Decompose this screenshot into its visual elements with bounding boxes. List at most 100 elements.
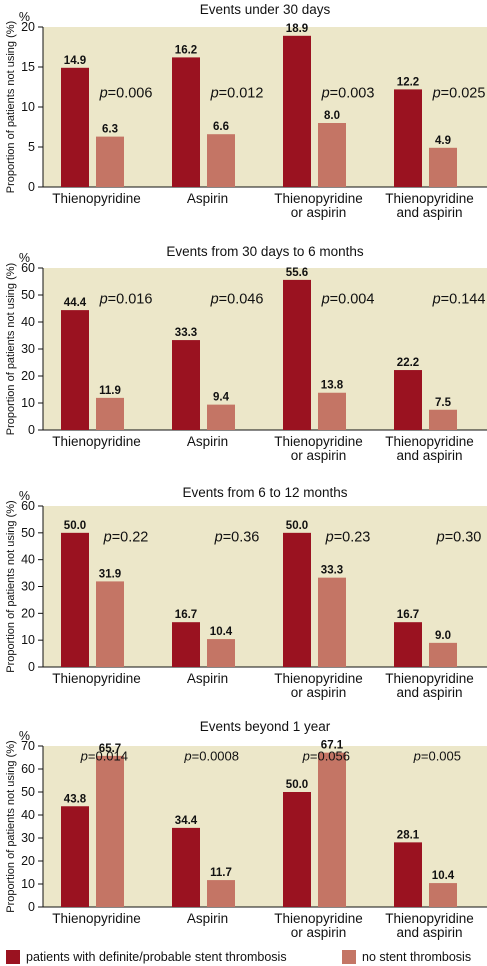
p-value-annotation: p=0.014 <box>80 748 128 763</box>
bar-stent-thrombosis <box>394 842 422 907</box>
data-label-stent-thrombosis: 16.2 <box>175 44 197 56</box>
bar-no-stent-thrombosis <box>207 880 235 907</box>
p-value-number: =0.144 <box>441 292 486 308</box>
bar-stent-thrombosis <box>172 340 200 430</box>
bar-no-stent-thrombosis <box>207 404 235 430</box>
legend-label-no-stent-thrombosis: no stent thrombosis <box>362 950 472 964</box>
y-axis-label: Proportion of patients not using (%) <box>5 21 17 193</box>
p-value-annotation: p=0.006 <box>99 85 153 101</box>
y-tick-label: 50 <box>21 785 35 799</box>
legend: patients with definite/probable stent th… <box>0 948 487 966</box>
p-value-number: =0.016 <box>108 292 153 308</box>
y-tick-label: 10 <box>21 633 35 647</box>
y-tick-label: 30 <box>21 342 35 356</box>
y-tick-label: 20 <box>21 20 35 34</box>
p-value-annotation: p=0.30 <box>436 529 482 545</box>
p-value-annotation: p=0.016 <box>99 292 153 308</box>
p-value-number: =0.23 <box>334 529 371 545</box>
p-value-symbol: p <box>321 292 330 308</box>
data-label-stent-thrombosis: 55.6 <box>286 267 308 279</box>
y-tick-label: 0 <box>28 900 35 914</box>
bar-no-stent-thrombosis <box>318 123 346 187</box>
x-tick-label-line: Thienopyridine <box>274 191 363 206</box>
y-axis-label: Proportion of patients not using (%) <box>5 500 17 672</box>
data-label-no-stent-thrombosis: 13.8 <box>321 380 344 392</box>
p-value-symbol: p <box>436 529 445 545</box>
y-tick-label: 30 <box>21 831 35 845</box>
y-tick-label: 10 <box>21 100 35 114</box>
p-value-annotation: p=0.046 <box>210 292 264 308</box>
p-value-symbol: p <box>432 292 441 308</box>
bar-no-stent-thrombosis <box>207 134 235 187</box>
data-label-stent-thrombosis: 16.7 <box>175 609 197 621</box>
x-tick-label-line: Thienopyridine <box>274 434 363 449</box>
x-tick-label: Thienopyridine and aspirin <box>385 191 474 220</box>
bar-no-stent-thrombosis <box>96 136 124 187</box>
y-tick-label: 15 <box>21 60 35 74</box>
y-tick-label: 40 <box>21 315 35 329</box>
bar-stent-thrombosis <box>394 89 422 187</box>
p-value-annotation: p=0.144 <box>432 292 486 308</box>
p-value-number: =0.006 <box>108 85 153 101</box>
x-tick-label-line: Aspirin <box>187 191 228 206</box>
x-tick-label: Thienopyridine or aspirin <box>274 671 363 700</box>
x-tick-label-line: Aspirin <box>187 911 228 926</box>
bar-stent-thrombosis <box>283 279 311 430</box>
x-tick-label: Aspirin <box>187 911 228 926</box>
bar-no-stent-thrombosis <box>429 883 457 907</box>
p-value-symbol: p <box>103 529 112 545</box>
data-label-stent-thrombosis: 50.0 <box>286 779 308 791</box>
y-tick-label: 40 <box>21 808 35 822</box>
data-label-stent-thrombosis: 50.0 <box>286 520 308 532</box>
chart-panel-1: Events under 30 days%Proportion of patie… <box>5 2 487 220</box>
p-value-annotation: p=0.056 <box>302 748 350 763</box>
chart-panel-3: Events from 6 to 12 months%Proportion of… <box>5 485 487 700</box>
p-value-number: =0.005 <box>421 748 461 763</box>
p-value-symbol: p <box>99 85 108 101</box>
x-tick-label-line: Thienopyridine <box>274 911 363 926</box>
bar-stent-thrombosis <box>283 532 311 667</box>
x-tick-label-line: or aspirin <box>291 685 347 700</box>
y-tick-label: 5 <box>28 140 35 154</box>
legend-swatch-stent-thrombosis <box>6 950 20 964</box>
data-label-stent-thrombosis: 33.3 <box>175 327 197 339</box>
p-value-annotation: p=0.025 <box>432 85 486 101</box>
p-value-annotation: p=0.005 <box>413 748 461 763</box>
p-value-annotation: p=0.23 <box>325 529 371 545</box>
p-value-number: =0.0008 <box>192 748 239 763</box>
x-tick-label: Thienopyridine and aspirin <box>385 671 474 700</box>
x-tick-label-line: Thienopyridine <box>385 191 474 206</box>
bar-stent-thrombosis <box>172 57 200 188</box>
y-tick-label: 30 <box>21 580 35 594</box>
p-value-number: =0.014 <box>88 748 128 763</box>
x-tick-label: Aspirin <box>187 671 228 686</box>
x-tick-label-line: and aspirin <box>396 205 462 220</box>
y-tick-label: 10 <box>21 877 35 891</box>
x-tick-label-line: and aspirin <box>396 925 462 940</box>
bar-no-stent-thrombosis <box>318 392 346 430</box>
y-tick-label: 60 <box>21 762 35 776</box>
chart-title: Events beyond 1 year <box>200 719 331 734</box>
data-label-stent-thrombosis: 16.7 <box>397 609 419 621</box>
y-tick-label: 50 <box>21 526 35 540</box>
x-tick-label: Aspirin <box>187 191 228 206</box>
x-tick-label: Thienopyridine or aspirin <box>274 911 363 940</box>
y-tick-label: 60 <box>21 499 35 513</box>
y-tick-label: 50 <box>21 288 35 302</box>
y-axis-label: Proportion of patients not using (%) <box>5 740 17 912</box>
chart-title: Events from 6 to 12 months <box>182 485 347 500</box>
legend-swatch-no-stent-thrombosis <box>342 950 356 964</box>
data-label-no-stent-thrombosis: 10.4 <box>432 870 455 882</box>
x-tick-label-line: Thienopyridine <box>385 911 474 926</box>
bar-stent-thrombosis <box>61 310 89 430</box>
bar-stent-thrombosis <box>172 622 200 667</box>
p-value-symbol: p <box>210 85 219 101</box>
bar-stent-thrombosis <box>61 67 89 187</box>
p-value-number: =0.046 <box>219 292 264 308</box>
data-label-no-stent-thrombosis: 31.9 <box>99 568 121 580</box>
x-tick-label-line: or aspirin <box>291 205 347 220</box>
p-value-annotation: p=0.004 <box>321 292 375 308</box>
legend-item-no-stent-thrombosis: no stent thrombosis <box>342 950 471 964</box>
p-value-number: =0.36 <box>223 529 260 545</box>
bar-no-stent-thrombosis <box>318 752 346 907</box>
